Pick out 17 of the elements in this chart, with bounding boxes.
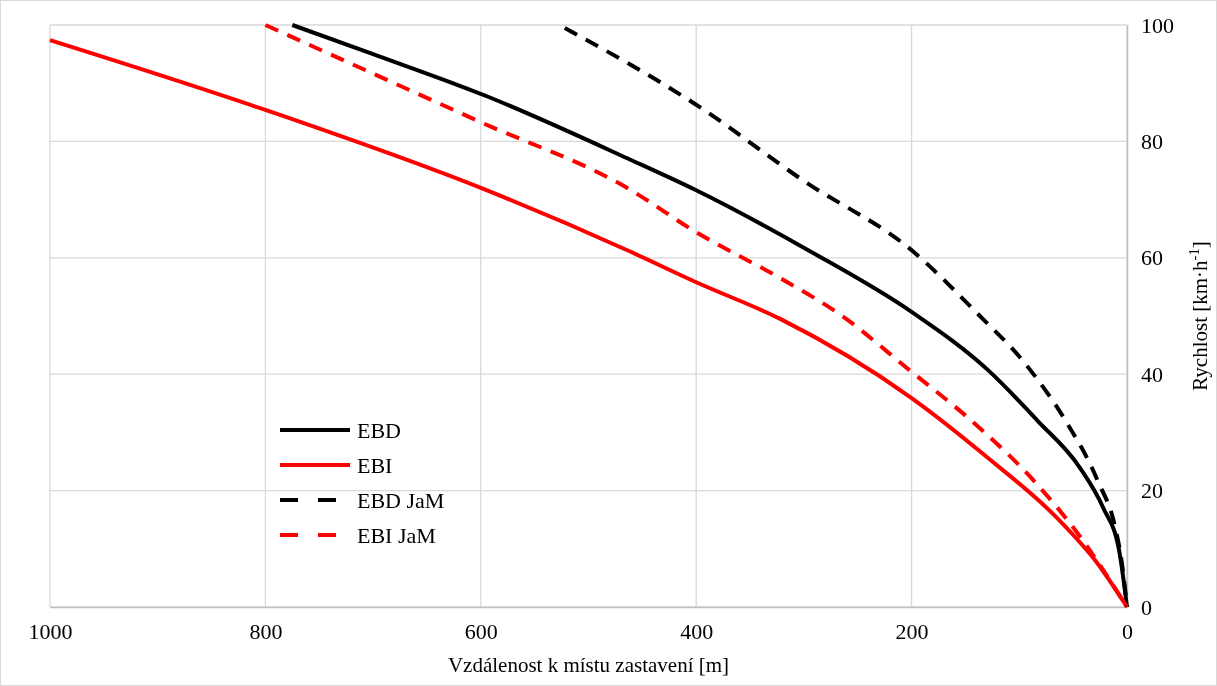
legend-label: EBD — [357, 418, 401, 443]
y-tick-label: 80 — [1141, 128, 1163, 154]
y-tick-label: 100 — [1141, 12, 1174, 38]
y-tick-label: 0 — [1141, 594, 1152, 620]
y-tick-label: 60 — [1141, 245, 1163, 271]
legend-label: EBI — [357, 453, 393, 478]
x-tick-label: 800 — [249, 618, 283, 644]
legend-label: EBD JaM — [357, 488, 445, 513]
x-tick-label: 0 — [1122, 618, 1133, 644]
x-tick-label: 600 — [464, 618, 498, 644]
y-tick-label: 40 — [1141, 361, 1163, 387]
x-tick-label: 1000 — [28, 618, 73, 644]
x-tick-label: 200 — [895, 618, 929, 644]
x-axis-title: Vzdálenost k místu zastavení [m] — [447, 653, 730, 677]
x-tick-label: 400 — [680, 618, 714, 644]
legend-label: EBI JaM — [357, 523, 436, 548]
y-tick-label: 20 — [1141, 478, 1163, 504]
